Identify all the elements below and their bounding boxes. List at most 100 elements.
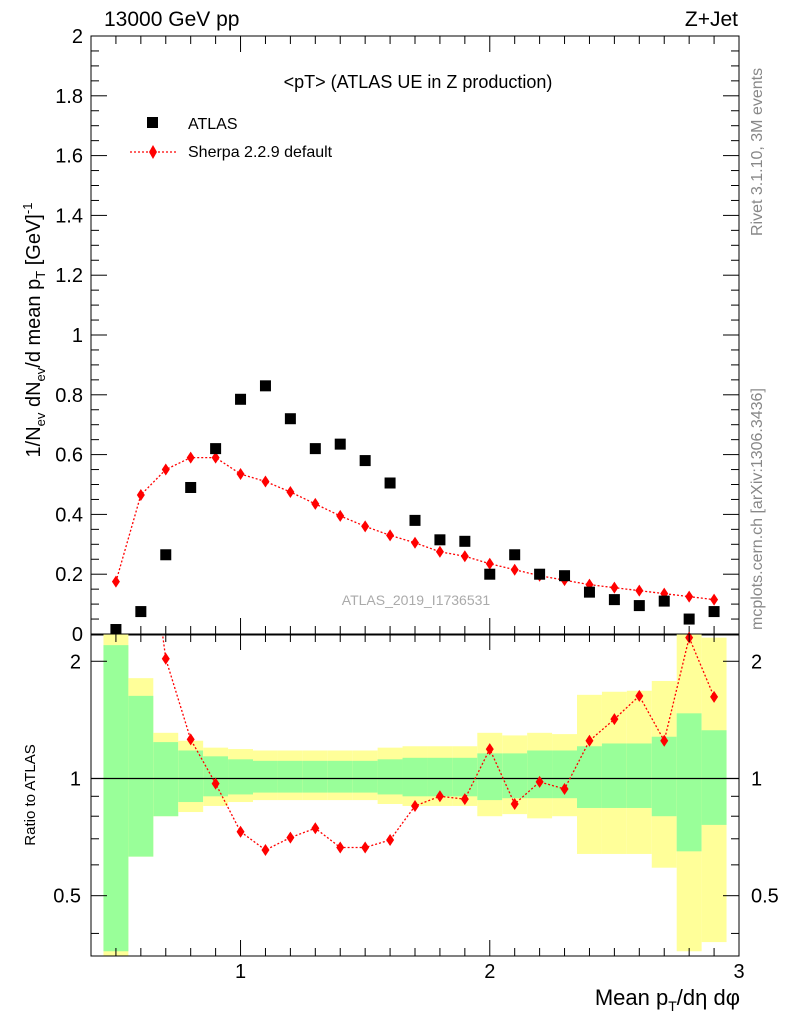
- atlas-point: [583, 586, 595, 598]
- main-y-tick-label: 2: [72, 26, 83, 48]
- atlas-point: [210, 443, 222, 455]
- atlas-point: [459, 535, 471, 547]
- sherpa-point: [361, 520, 370, 533]
- ratio-point: [161, 652, 170, 665]
- ratio-point: [710, 690, 719, 703]
- band-inner: [203, 756, 229, 797]
- ratio-point: [660, 734, 669, 747]
- atlas-point: [608, 594, 620, 606]
- band-inner: [277, 760, 303, 793]
- main-y-tick-label: 0.4: [55, 504, 83, 526]
- ratio-point: [460, 793, 469, 806]
- sherpa-point: [211, 451, 220, 464]
- atlas-point: [409, 514, 421, 526]
- sherpa-point: [485, 557, 494, 570]
- atlas-series: [110, 380, 720, 636]
- band-inner: [427, 757, 453, 797]
- sherpa-point: [386, 529, 395, 542]
- ratio-point: [610, 713, 619, 726]
- sherpa-line: [115, 456, 715, 601]
- main-y-tick-label: 1: [72, 325, 83, 347]
- atlas-point: [160, 549, 172, 561]
- ratio-y-tick-label: 1: [70, 768, 81, 790]
- atlas-point: [334, 438, 346, 450]
- ratio-point: [435, 790, 444, 803]
- main-y-tick-label: 0.8: [55, 385, 83, 407]
- rivet-version-label: Rivet 3.1.10, 3M events: [749, 68, 766, 236]
- atlas-point: [235, 393, 247, 405]
- legend-atlas-marker: [147, 117, 158, 128]
- ratio-point: [336, 841, 345, 854]
- process-label: Z+Jet: [685, 8, 738, 31]
- legend: ATLAS Sherpa 2.2.9 default: [130, 116, 333, 161]
- main-axis-ticks: 0 0.2 0.4 0.6 0.8 1 1.2 1.4 1.6 1.8 2: [55, 26, 739, 646]
- band-inner: [128, 695, 154, 857]
- ratio-point: [635, 689, 644, 702]
- ratio-point: [585, 734, 594, 747]
- x-tick-label: 3: [733, 961, 744, 983]
- band-inner: [601, 743, 627, 808]
- x-axis-label: Mean pT/dη dφ: [595, 985, 740, 1014]
- main-y-tick-label: 0.2: [55, 564, 83, 586]
- atlas-point: [484, 568, 496, 580]
- analysis-watermark: ATLAS_2019_I1736531: [342, 592, 491, 608]
- band-inner: [178, 750, 204, 803]
- ratio-point: [485, 743, 494, 756]
- main-y-axis-label: 1/Nev dNev/d mean pT [GeV]-1: [20, 203, 48, 458]
- sherpa-point: [286, 485, 295, 498]
- ratio-panel: 0.5 0.5 1 1 2 2 1 2 3 Ratio to ATLAS Mean pT/dη …: [22, 631, 779, 1014]
- ratio-y-tick-label: 0.5: [53, 886, 81, 908]
- band-inner: [103, 645, 129, 952]
- ratio-axis-ticks: 0.5 0.5 1 1 2 2 1 2 3: [53, 634, 779, 983]
- band-inner: [502, 753, 528, 799]
- ratio-y-tick-label: 2: [70, 651, 81, 673]
- atlas-point: [384, 477, 396, 489]
- atlas-point: [259, 380, 271, 392]
- atlas-point: [509, 549, 521, 561]
- sherpa-point: [136, 488, 145, 501]
- atlas-point: [284, 413, 296, 425]
- sherpa-point: [635, 584, 644, 597]
- band-inner: [477, 753, 503, 801]
- sherpa-point: [311, 497, 320, 510]
- atlas-point: [534, 568, 546, 580]
- x-tick-label: 1: [235, 961, 246, 983]
- sherpa-point: [510, 563, 519, 576]
- main-y-tick-label: 0: [72, 624, 83, 646]
- ratio-line: [161, 634, 715, 851]
- ratio-point: [236, 825, 245, 838]
- band-inner: [577, 746, 602, 808]
- main-panel: <pT> (ATLAS UE in Z production) ATLAS_20…: [20, 26, 740, 646]
- sherpa-point: [710, 593, 719, 606]
- ratio-y-tick-label-right: 2: [751, 651, 762, 673]
- ratio-y-axis-label: Ratio to ATLAS: [22, 744, 39, 845]
- main-y-tick-label: 0.6: [55, 445, 83, 467]
- band-inner: [527, 750, 553, 799]
- band-inner: [452, 757, 478, 797]
- sherpa-series: [111, 451, 719, 606]
- atlas-point: [135, 606, 147, 618]
- band-inner: [651, 736, 677, 817]
- main-y-tick-label: 1.8: [55, 86, 83, 108]
- legend-sherpa-marker: [149, 145, 157, 159]
- sherpa-point: [460, 550, 469, 563]
- ratio-series: [161, 631, 719, 857]
- sherpa-point: [685, 590, 694, 603]
- band-inner: [228, 759, 253, 795]
- atlas-point: [309, 443, 321, 455]
- band-inner: [302, 760, 328, 793]
- ratio-y-tick-label-right: 1: [751, 768, 762, 790]
- sherpa-point: [336, 509, 345, 522]
- band-inner: [327, 760, 353, 793]
- ratio-point: [535, 775, 544, 788]
- ratio-point: [560, 782, 569, 795]
- ratio-point: [261, 844, 270, 857]
- sherpa-point: [411, 536, 419, 549]
- atlas-point: [708, 606, 720, 618]
- ratio-point: [186, 733, 195, 746]
- legend-sherpa-label: Sherpa 2.2.9 default: [188, 144, 333, 161]
- atlas-point: [658, 595, 670, 607]
- main-y-tick-label: 1.2: [55, 265, 83, 287]
- band-inner: [352, 760, 378, 793]
